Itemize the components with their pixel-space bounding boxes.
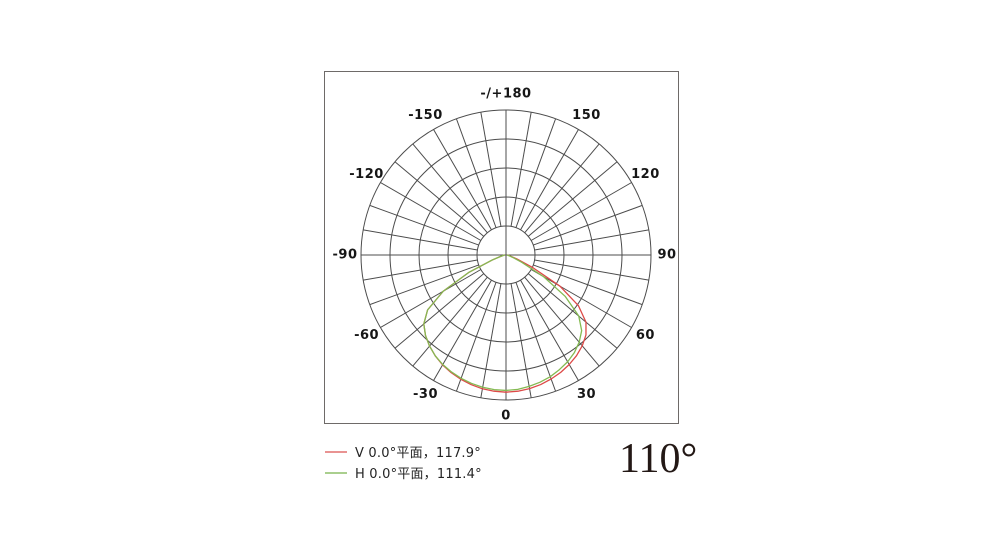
grid-spoke (394, 161, 485, 237)
angle-label: 0 (501, 409, 511, 424)
angle-label: 150 (572, 108, 601, 123)
grid-spoke (530, 182, 632, 241)
grid-spoke (515, 118, 557, 228)
grid-spoke (363, 229, 478, 251)
angle-label: 120 (631, 167, 660, 182)
grid-spoke (527, 273, 618, 349)
grid-spoke (369, 264, 479, 306)
grid-spoke (480, 112, 502, 227)
legend-item-v-plane: V 0.0°平面，117.9° (325, 441, 482, 462)
h-plane-line-swatch (325, 471, 347, 474)
legend-item-h-plane: H 0.0°平面，111.4° (325, 462, 482, 483)
grid-spoke (394, 273, 485, 349)
legend: V 0.0°平面，117.9° H 0.0°平面，111.4° (325, 441, 482, 483)
beam-angle-value: 110° (619, 436, 698, 482)
grid-spoke (455, 118, 497, 228)
angle-label: 90 (657, 248, 676, 263)
grid-spoke (524, 143, 600, 234)
grid-spoke (412, 143, 488, 234)
grid-spoke (380, 182, 482, 241)
grid-spoke (524, 276, 600, 367)
polar-chart-container: 0 30 60 90 120 150 -/+180 -150 -120 -90 -60 -30 (324, 71, 679, 424)
grid-spoke (533, 204, 643, 246)
grid-spoke (433, 129, 492, 231)
grid-spoke (369, 204, 479, 246)
grid-spoke (534, 259, 649, 281)
angle-label: -90 (333, 248, 358, 263)
grid-spoke (510, 112, 532, 227)
grid-spoke (533, 264, 643, 306)
angle-label: -150 (408, 108, 443, 123)
h-plane-curve (423, 254, 583, 392)
grid-spoke (433, 279, 492, 381)
angle-label: -30 (413, 387, 438, 402)
grid-spoke (363, 259, 478, 281)
grid-spoke (530, 269, 632, 328)
grid-spoke (510, 283, 532, 398)
v-plane-label: V 0.0°平面，117.9° (355, 446, 481, 461)
angle-label: -/+180 (480, 87, 531, 102)
grid-spoke (520, 129, 579, 231)
grid-spoke (455, 282, 497, 392)
grid-spoke (412, 276, 488, 367)
grid-spoke (527, 161, 618, 237)
grid-spoke (515, 282, 557, 392)
grid-spoke (380, 269, 482, 328)
angle-label: -60 (354, 328, 379, 343)
v-plane-line-swatch (325, 450, 347, 453)
polar-chart: 0 30 60 90 120 150 -/+180 -150 -120 -90 -60 -30 (333, 87, 677, 424)
h-plane-label: H 0.0°平面，111.4° (355, 467, 482, 482)
grid-spoke (534, 229, 649, 251)
angle-label: 30 (577, 387, 596, 402)
angle-label: -120 (349, 167, 384, 182)
angle-label: 60 (636, 328, 655, 343)
grid-spoke (480, 283, 502, 398)
grid-spoke (520, 279, 579, 381)
